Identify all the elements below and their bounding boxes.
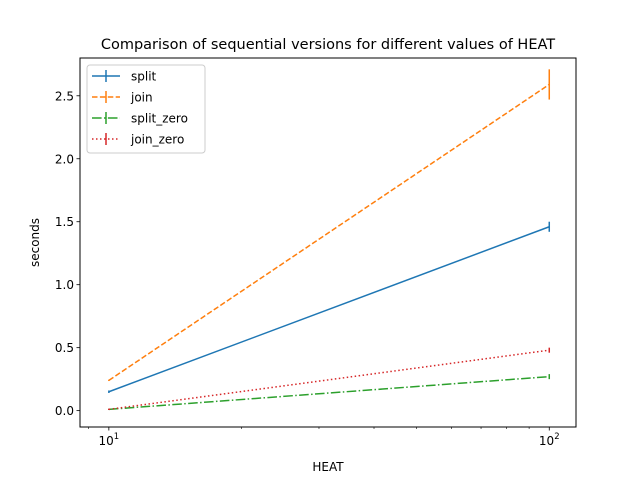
y-axis: 0.0 0.5 1.0 1.5 2.0 2.5 [55,89,80,418]
series-join-zero [108,347,551,411]
y-tick-label: 1.5 [55,215,74,229]
y-tick-label: 0.0 [55,404,74,418]
legend-item-split: split [92,70,157,84]
x-axis: 101 102 [88,427,560,448]
y-tick-label: 2.0 [55,152,74,166]
series-line [108,375,550,411]
legend-item-join: join [92,91,153,105]
series-split [108,221,551,393]
legend-label: join_zero [130,133,184,147]
legend-label: split_zero [131,112,188,126]
y-tick-label: 0.5 [55,341,74,355]
y-tick-label: 2.5 [55,89,74,103]
series-split-zero [108,374,551,411]
y-axis-label: seconds [28,218,42,267]
series-layer [108,69,551,411]
legend-frame [86,64,206,154]
series-line [108,349,550,411]
series-line [108,226,550,393]
x-tick-label: 102 [539,432,560,448]
legend-item-split-zero: split_zero [92,112,188,126]
legend-label: split [131,70,157,84]
x-tick-label: 101 [98,432,119,448]
series-join [108,69,551,382]
legend: split join split_zero join_zero [86,64,206,154]
plot-area [79,57,577,428]
chart-title: Comparison of sequential versions for di… [101,37,555,53]
legend-label: join [130,91,153,105]
y-tick-label: 1.0 [55,278,74,292]
legend-item-join-zero: join_zero [92,133,184,147]
series-line [108,83,550,382]
x-axis-label: HEAT [312,460,344,474]
plot-frame [79,57,577,428]
